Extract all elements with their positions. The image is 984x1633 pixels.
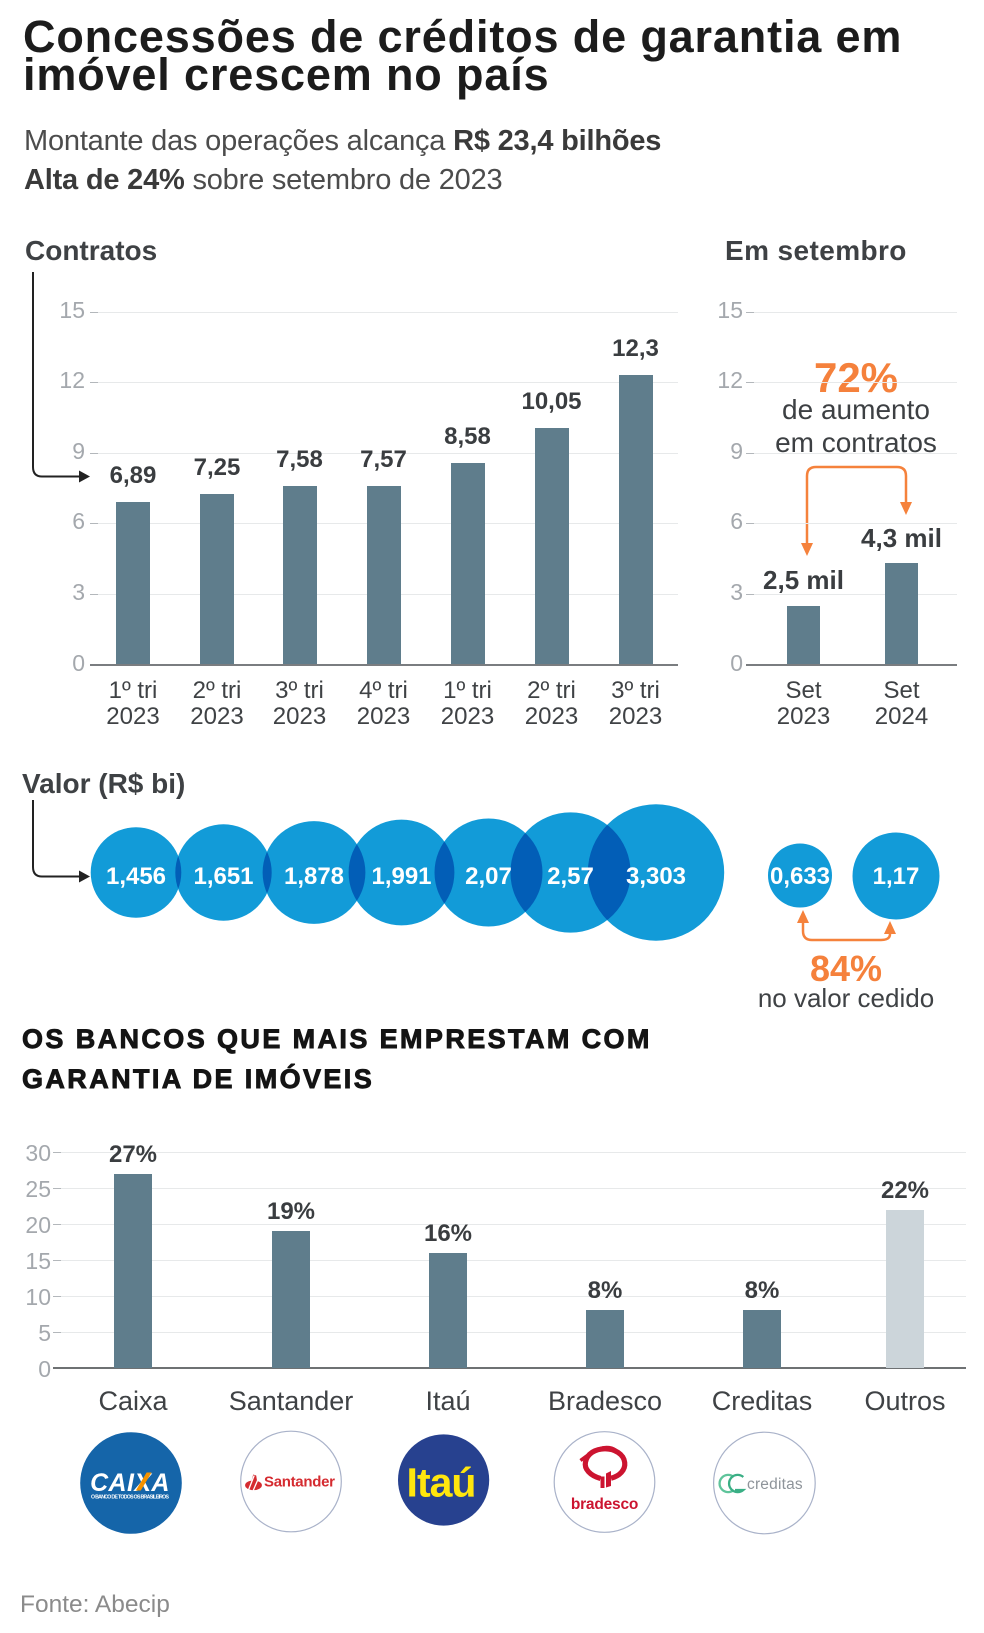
svg-text:O BANCO DE TODOS OS BRASILEIRO: O BANCO DE TODOS OS BRASILEIROS xyxy=(91,1495,170,1501)
svg-text:creditas: creditas xyxy=(747,1476,803,1493)
svg-text:bradesco: bradesco xyxy=(571,1496,638,1513)
svg-text:CAIXA: CAIXA xyxy=(90,1469,170,1497)
svg-text:Santander: Santander xyxy=(264,1474,335,1491)
svg-text:Itaú: Itaú xyxy=(407,1460,476,1506)
